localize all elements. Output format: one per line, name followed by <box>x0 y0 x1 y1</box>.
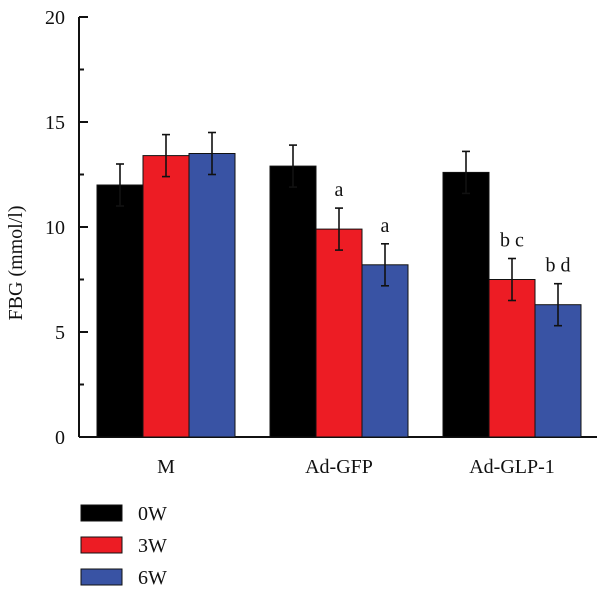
y-tick-label: 0 <box>55 427 65 449</box>
y-tick-label: 10 <box>45 217 65 239</box>
x-tick-label: M <box>157 456 175 478</box>
y-tick-label: 20 <box>45 7 65 29</box>
significance-label: b c <box>500 230 524 252</box>
bar-3w-ad-glp-1 <box>488 279 536 438</box>
labels: FBG (mmol/l) 0 5 10 15 20 M Ad-GFP a a Ad-GLP-1 b … <box>5 7 571 478</box>
legend-label-0w: 0W <box>138 503 167 525</box>
y-tick-label: 15 <box>45 112 65 134</box>
legend-swatch-0w <box>80 504 123 522</box>
x-tick-label: Ad-GLP-1 <box>469 456 555 478</box>
legend: 0W 3W 6W <box>80 503 167 589</box>
significance-label: b d <box>546 255 571 277</box>
bars <box>96 131 582 438</box>
bar-0w-m <box>96 184 144 438</box>
legend-swatch-3w <box>80 536 123 554</box>
bar-6w-ad-gfp <box>361 264 409 438</box>
legend-label-3w: 3W <box>138 535 167 557</box>
y-tick-label: 5 <box>55 322 65 344</box>
bar-0w-ad-gfp <box>269 165 317 438</box>
significance-label: a <box>381 215 390 237</box>
legend-swatch-6w <box>80 568 123 586</box>
x-tick-label: Ad-GFP <box>305 456 373 478</box>
significance-label: a <box>335 179 344 201</box>
bar-6w-m <box>188 153 236 438</box>
bar-0w-ad-glp-1 <box>442 171 490 438</box>
bar-3w-ad-gfp <box>315 228 363 438</box>
bar-3w-m <box>142 155 190 438</box>
y-axis-label: FBG (mmol/l) <box>5 205 27 320</box>
bar-6w-ad-glp-1 <box>534 304 582 438</box>
legend-label-6w: 6W <box>138 567 167 589</box>
